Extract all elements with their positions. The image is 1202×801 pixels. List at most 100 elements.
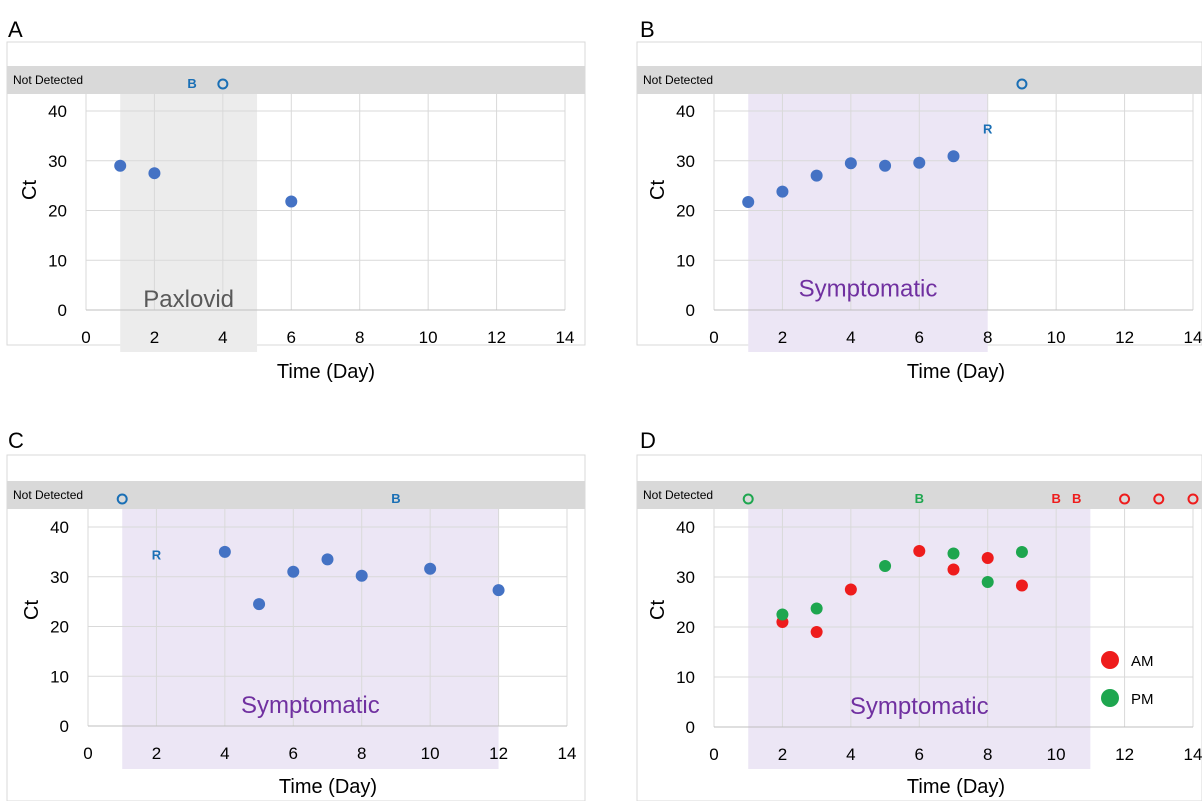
x-tick-label: 6 [915,745,924,764]
data-point [776,608,789,621]
legend-label: AM [1131,653,1154,670]
data-point [844,157,857,170]
not-detected-label: Not Detected [13,73,83,87]
x-tick-label: 6 [915,328,924,347]
not-detected-letter-marker: B [1072,491,1081,506]
data-point [492,584,505,597]
y-tick-label: 10 [676,668,695,687]
not-detected-band [637,66,1202,94]
y-tick-label: 40 [676,102,695,121]
not-detected-circle-marker [217,78,229,90]
data-point [776,185,789,198]
x-tick-label: 10 [419,328,438,347]
data-point [947,150,960,163]
x-tick-label: 10 [1047,745,1066,764]
data-point [742,196,755,209]
data-point [1015,579,1028,592]
x-axis-label: Time (Day) [279,776,377,798]
panel-letter: D [640,428,656,453]
not-detected-label: Not Detected [643,488,713,502]
not-detected-circle-marker [1016,78,1028,90]
data-point [981,552,994,564]
x-tick-label: 8 [355,328,364,347]
data-point [424,562,437,575]
not-detected-circle-marker [1187,493,1199,505]
y-tick-label: 40 [48,102,67,121]
y-tick-label: 0 [686,718,695,737]
x-tick-label: 4 [846,328,855,347]
x-axis-label: Time (Day) [277,361,375,383]
not-detected-circle-marker [1153,493,1165,505]
annotation-letter: R [152,547,162,562]
data-point [1015,546,1028,558]
data-point [355,569,368,582]
not-detected-letter-marker: B [187,76,196,91]
data-point [879,159,892,172]
x-axis-label: Time (Day) [907,361,1005,383]
not-detected-band [7,481,585,509]
y-tick-label: 10 [676,251,695,270]
y-tick-label: 20 [48,202,67,221]
data-point [218,545,231,558]
data-point [114,159,127,172]
x-tick-label: 4 [220,744,229,763]
panel-letter: C [8,428,24,453]
data-point [253,598,266,611]
x-tick-label: 2 [150,328,159,347]
not-detected-label: Not Detected [13,488,83,502]
x-tick-label: 14 [1184,328,1202,347]
annotation-letter: R [983,121,993,136]
not-detected-band [637,481,1202,509]
not-detected-circle-marker [1119,493,1131,505]
data-point [947,563,960,576]
data-point [810,602,823,615]
data-point [844,583,857,596]
not-detected-circle-marker [116,493,128,505]
legend-label: PM [1131,691,1154,708]
y-tick-label: 20 [676,202,695,221]
y-tick-label: 10 [48,251,67,270]
x-tick-label: 10 [1047,328,1066,347]
y-tick-label: 10 [50,667,69,686]
panel-letter: A [8,17,23,42]
x-tick-label: 8 [357,744,366,763]
data-point [148,167,161,180]
data-point [810,626,823,638]
x-tick-label: 12 [1115,328,1134,347]
panel-b: B Not Detected Symptomatic 0 10 20 30 40 0 2 4 6 8 10… [636,17,1202,383]
shaded-region [122,509,499,769]
shaded-region [748,94,988,352]
shade-label: Symptomatic [850,693,989,720]
data-point [947,547,960,560]
y-tick-label: 30 [676,152,695,171]
y-tick-label: 30 [48,152,67,171]
x-tick-label: 8 [983,328,992,347]
x-tick-label: 14 [1184,745,1202,764]
not-detected-label: Not Detected [643,73,713,87]
not-detected-letter-marker: B [391,491,400,506]
panel-c: C Not Detected Symptomatic 0 10 20 30 40 0 2 4 6 8 10… [6,428,586,801]
data-point [285,195,298,208]
x-axis-label: Time (Day) [907,776,1005,798]
data-point [981,576,994,588]
data-point [879,560,892,572]
panel-d: D Not Detected Symptomatic 0 10 20 30 40 0 2 4 6 8 10… [636,428,1202,801]
not-detected-band [7,66,585,94]
y-axis-label: Ct [647,600,669,620]
x-tick-label: 6 [289,744,298,763]
x-tick-label: 14 [556,328,575,347]
x-tick-label: 4 [846,745,855,764]
x-tick-label: 6 [287,328,296,347]
not-detected-letter-marker: B [915,491,924,506]
shaded-region [120,94,258,352]
not-detected-letter-marker: B [1051,491,1060,506]
x-tick-label: 12 [1115,745,1134,764]
y-tick-label: 30 [676,568,695,587]
shade-label: Symptomatic [799,276,938,303]
y-tick-label: 0 [60,717,69,736]
data-point [913,156,926,169]
y-tick-label: 20 [50,618,69,637]
x-tick-label: 12 [489,744,508,763]
data-point [913,545,926,557]
y-tick-label: 30 [50,568,69,587]
